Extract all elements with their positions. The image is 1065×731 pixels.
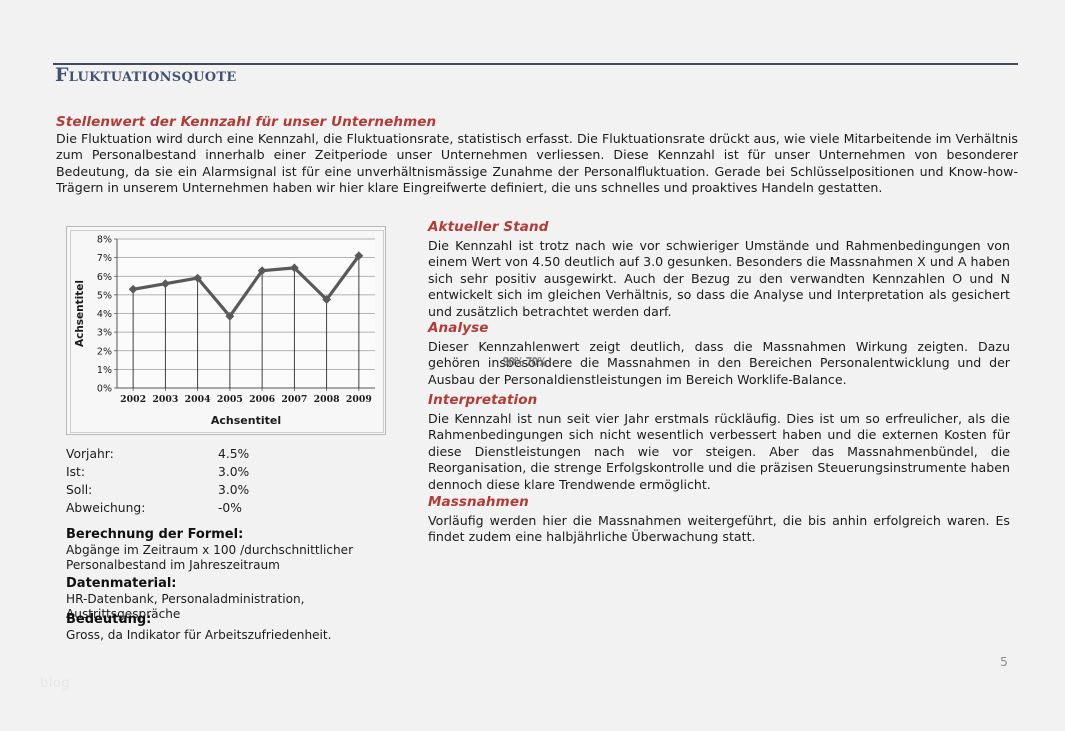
chart-plot-frame: 0% 1% 2% 3% 4% 5% 6% 7% 8% 2002 2003 2004 2005 2006 2… (70, 230, 384, 433)
bedeutung-heading: Bedeutung: (66, 612, 152, 627)
datenmaterial-block: Datenmaterial: HR-Datenbank, Personaladm… (66, 575, 406, 623)
svg-text:7%: 7% (97, 253, 112, 264)
svg-text:3%: 3% (97, 328, 112, 339)
kpi-label: Soll: (66, 483, 93, 497)
aktueller-stand-heading: Aktueller Stand (428, 219, 549, 235)
fluktuation-chart: 0% 1% 2% 3% 4% 5% 6% 7% 8% 2002 2003 2004 2005 2006 2… (66, 226, 386, 435)
kpi-label: Abweichung: (66, 501, 146, 515)
svg-text:Achsentitel: Achsentitel (211, 414, 281, 427)
kpi-value: 3.0% (218, 465, 250, 479)
analyse-section: Analyse Dieser Kennzahlenwert zeigt deut… (428, 320, 1010, 388)
interpretation-section: Interpretation Die Kennzahl ist nun seit… (428, 392, 1010, 493)
svg-text:0%: 0% (97, 384, 112, 395)
intro-paragraph: Die Fluktuation wird durch eine Kennzahl… (56, 131, 1018, 196)
svg-text:1%: 1% (97, 365, 112, 376)
svg-text:4%: 4% (97, 309, 112, 320)
kpi-row: Ist: 3.0% (66, 463, 366, 481)
svg-text:5%: 5% (97, 290, 112, 301)
formula-heading: Berechnung der Formel: (66, 527, 244, 542)
overlap-artifact-text: 90% 70% (502, 355, 547, 369)
massnahmen-section: Massnahmen Vorläufig werden hier die Mas… (428, 494, 1010, 546)
datenmaterial-body: HR-Datenbank, Personaladministration, Au… (66, 592, 305, 622)
watermark: blog (40, 676, 71, 691)
svg-text:6%: 6% (97, 272, 112, 283)
massnahmen-body: Vorläufig werden hier die Massnahmen wei… (428, 513, 1010, 545)
formula-body: Abgänge im Zeitraum x 100 /durchschnittl… (66, 543, 354, 573)
kpi-row: Abweichung: -0% (66, 499, 366, 517)
formula-block: Berechnung der Formel: Abgänge im Zeitra… (66, 526, 406, 574)
svg-text:2%: 2% (97, 346, 112, 357)
svg-text:Achsentitel: Achsentitel (74, 280, 86, 347)
kpi-value: 3.0% (218, 483, 250, 497)
datenmaterial-heading: Datenmaterial: (66, 576, 177, 591)
aktueller-stand-section: Aktueller Stand Die Kennzahl ist trotz n… (428, 219, 1010, 320)
bedeutung-body: Gross, da Indikator für Arbeitszufrieden… (66, 628, 332, 642)
kpi-table: Vorjahr: 4.5% Ist: 3.0% Soll: 3.0% Abweichung:… (66, 445, 366, 517)
svg-text:2009: 2009 (346, 394, 372, 405)
svg-text:2006: 2006 (249, 394, 275, 405)
header-divider (53, 63, 1018, 65)
svg-text:2008: 2008 (314, 394, 340, 405)
kpi-value: -0% (218, 501, 242, 515)
intro-heading: Stellenwert der Kennzahl für unser Unter… (56, 114, 437, 130)
kpi-label: Vorjahr: (66, 447, 114, 461)
svg-text:2004: 2004 (185, 394, 211, 405)
kpi-row: Soll: 3.0% (66, 481, 366, 499)
chart-svg: 0% 1% 2% 3% 4% 5% 6% 7% 8% 2002 2003 2004 2005 2006 2… (74, 235, 375, 427)
interpretation-body: Die Kennzahl ist nun seit vier Jahr erst… (428, 411, 1010, 492)
svg-text:2005: 2005 (217, 394, 243, 405)
svg-text:2002: 2002 (120, 394, 146, 405)
analyse-body: Dieser Kennzahlenwert zeigt deutlich, da… (428, 339, 1010, 387)
page-number: 5 (1000, 654, 1008, 669)
kpi-row: Vorjahr: 4.5% (66, 445, 366, 463)
page-title: Fluktuationsquote (55, 64, 237, 86)
massnahmen-heading: Massnahmen (428, 494, 529, 510)
interpretation-heading: Interpretation (428, 392, 538, 408)
aktueller-stand-body: Die Kennzahl ist trotz nach wie vor schw… (428, 238, 1010, 319)
svg-text:2007: 2007 (281, 394, 307, 405)
analyse-heading: Analyse (428, 320, 489, 336)
kpi-value: 4.5% (218, 447, 250, 461)
svg-text:2003: 2003 (152, 394, 178, 405)
bedeutung-block: Bedeutung: Gross, da Indikator für Arbei… (66, 611, 406, 643)
kpi-label: Ist: (66, 465, 85, 479)
svg-text:8%: 8% (97, 235, 112, 246)
